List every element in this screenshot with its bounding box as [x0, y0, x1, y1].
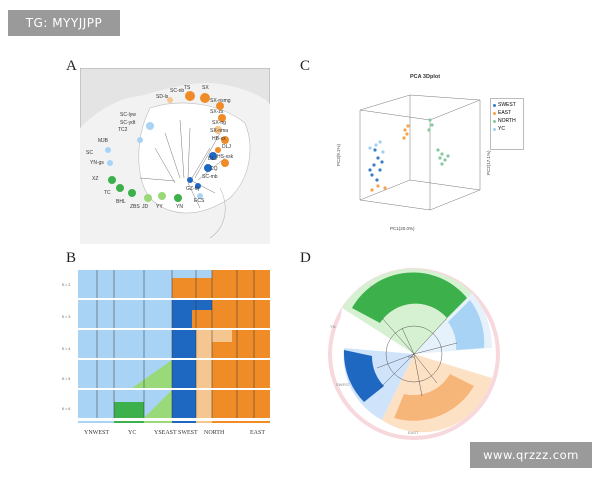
panel-c-letter: C — [300, 58, 311, 74]
group-color-bar — [78, 421, 270, 423]
map-label: SD-ls — [156, 94, 169, 100]
map-label: TC — [104, 190, 111, 196]
map-label: SX — [202, 85, 209, 91]
map-label: SX-ng — [212, 120, 226, 126]
legend-item: YC — [493, 125, 521, 133]
group-label: YC — [128, 430, 137, 436]
ring-label: YN — [330, 324, 336, 329]
legend-swatch — [493, 111, 496, 115]
map-label: XZ — [92, 176, 98, 182]
admixture-row — [78, 360, 270, 388]
ring-label: YC — [370, 284, 376, 289]
ring-label: SWEST — [336, 382, 351, 387]
pca-title: PCA 3Dplot — [410, 74, 440, 80]
k-label: K = 2 — [62, 283, 70, 287]
map-label: DLJ — [222, 144, 231, 150]
map-label: DLJ — [208, 156, 217, 162]
tree-branches — [376, 317, 458, 397]
group-label: YNWEST — [84, 430, 109, 436]
legend-item: EAST — [493, 109, 521, 117]
tree-center-label: 0.05 — [408, 355, 414, 359]
group-label: EAST — [250, 430, 265, 436]
legend-item: NORTH — [493, 117, 521, 125]
map-label: YN — [176, 204, 183, 210]
legend-item: SWEST — [493, 101, 521, 109]
map-labels: SC-nb SD-ls TS SX SX-nsmg SX-zs SC-lyw S… — [86, 85, 234, 210]
map-label: SC-lyw — [120, 112, 136, 118]
k-label: K = 6 — [62, 407, 70, 411]
map-label: SX-zs — [210, 109, 224, 115]
tree-clade-blue — [343, 350, 384, 402]
panel-d-tree: 0.05 YC SWEST YN EAST — [328, 268, 500, 440]
tree-clade-lightblue — [448, 300, 485, 350]
k-label: K = 3 — [62, 315, 70, 319]
map-label: SC-mb — [202, 174, 218, 180]
map-label: SC — [86, 150, 93, 156]
admixture-row — [78, 390, 270, 418]
legend-label: SWEST — [498, 102, 516, 108]
pca-x-label: PC1(20.0%) — [390, 226, 415, 231]
pca-z-label: PC2(17.1%) — [486, 150, 491, 175]
map-label: HB-xx — [212, 136, 226, 142]
panel-c-pca: PCA 3Dplot PC1(20.0%) — [330, 70, 524, 240]
panel-a-map: SC-nb SD-ls TS SX SX-nsmg SX-zs SC-lyw S… — [80, 68, 270, 244]
admixture-row — [78, 330, 270, 358]
map-label: BHL — [116, 199, 126, 205]
legend-swatch — [493, 119, 496, 123]
map-label: GZ-fq — [186, 186, 199, 192]
pca-points — [368, 118, 450, 192]
k-label: K = 4 — [62, 347, 70, 351]
watermark-bottom-right: www.qrzzz.com — [470, 442, 592, 468]
legend-label: YC — [498, 126, 505, 132]
group-label: YSEAST — [154, 430, 177, 436]
legend-swatch — [493, 127, 496, 131]
map-label: SX-nsmg — [210, 98, 231, 104]
map-label: SC-nb — [170, 88, 184, 94]
ring-label: EAST — [408, 430, 419, 435]
panel-a-letter: A — [66, 58, 77, 74]
map-label: YN-gs — [90, 160, 104, 166]
group-label: NORTH — [204, 430, 225, 436]
map-label: HS-xsk — [217, 154, 234, 160]
map-sample-markers — [105, 91, 229, 202]
pca-legend: SWEST EAST NORTH YC — [490, 98, 524, 150]
map-label: ZBS — [130, 204, 140, 210]
legend-label: EAST — [498, 110, 512, 116]
panel-b-letter: B — [66, 250, 77, 266]
tree-clade-green — [352, 272, 467, 323]
admixture-group-labels: YNWEST YC YSEAST SWEST NORTH EAST — [78, 430, 278, 440]
group-label: SWEST — [178, 430, 198, 436]
map-label: SC-ydt — [120, 120, 136, 126]
map-label: ECS — [194, 198, 205, 204]
tree-clade-orange — [394, 374, 474, 421]
admixture-row — [78, 300, 270, 328]
panel-d-letter: D — [300, 250, 311, 266]
map-label: CQ — [210, 166, 218, 172]
map-label: JD — [142, 204, 149, 210]
k-label: K = 5 — [62, 377, 70, 381]
map-label: YY — [156, 204, 163, 210]
map-label: TC2 — [118, 127, 128, 133]
admixture-row — [78, 270, 270, 298]
watermark-top-left: TG: MYYJJPP — [8, 10, 120, 36]
panel-b-admixture: K = 2 K = 3 K = 4 K = 5 K = 6 — [62, 270, 270, 423]
legend-label: NORTH — [498, 118, 516, 124]
map-label: MJB — [98, 138, 109, 144]
pca-y-label: PC3(9.1%) — [336, 143, 341, 166]
legend-swatch — [493, 103, 496, 107]
map-label: TS — [184, 85, 191, 91]
map-label: SX-nma — [210, 128, 228, 134]
